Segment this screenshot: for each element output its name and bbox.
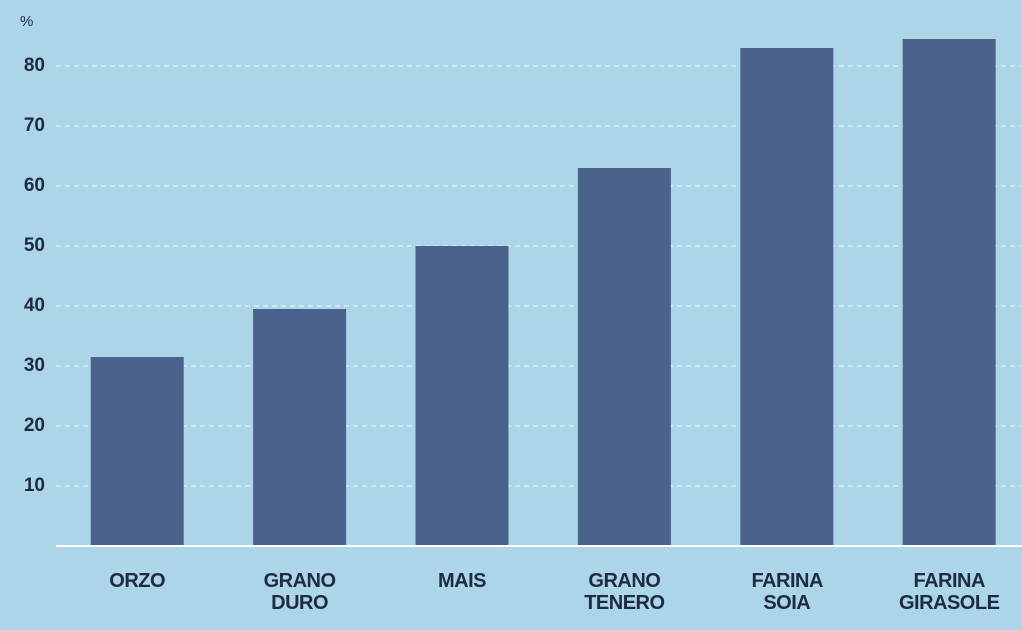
y-tick-label: 40 <box>24 295 45 316</box>
x-tick-label: MAIS <box>438 570 487 592</box>
x-tick-label: GRANO TENERO <box>584 570 665 614</box>
y-tick-label: 10 <box>24 475 45 496</box>
y-tick-label: 30 <box>24 355 45 376</box>
x-tick-label: FARINA SOIA <box>751 570 823 614</box>
bar <box>740 48 834 546</box>
bar <box>415 246 509 546</box>
y-tick-label: 60 <box>24 175 45 196</box>
bar <box>90 357 184 546</box>
y-axis-label: % <box>20 13 33 30</box>
x-tick-label: FARINA GIRASOLE <box>898 570 1000 614</box>
bar <box>902 39 996 546</box>
x-tick-label: ORZO <box>109 570 166 592</box>
y-tick-label: 70 <box>24 115 45 136</box>
y-tick-label: 20 <box>24 415 45 436</box>
bar <box>577 168 671 546</box>
x-tick-label: GRANO DURO <box>263 570 336 614</box>
y-tick-label: 50 <box>24 235 45 256</box>
bar <box>253 309 347 546</box>
y-tick-label: 80 <box>24 55 45 76</box>
